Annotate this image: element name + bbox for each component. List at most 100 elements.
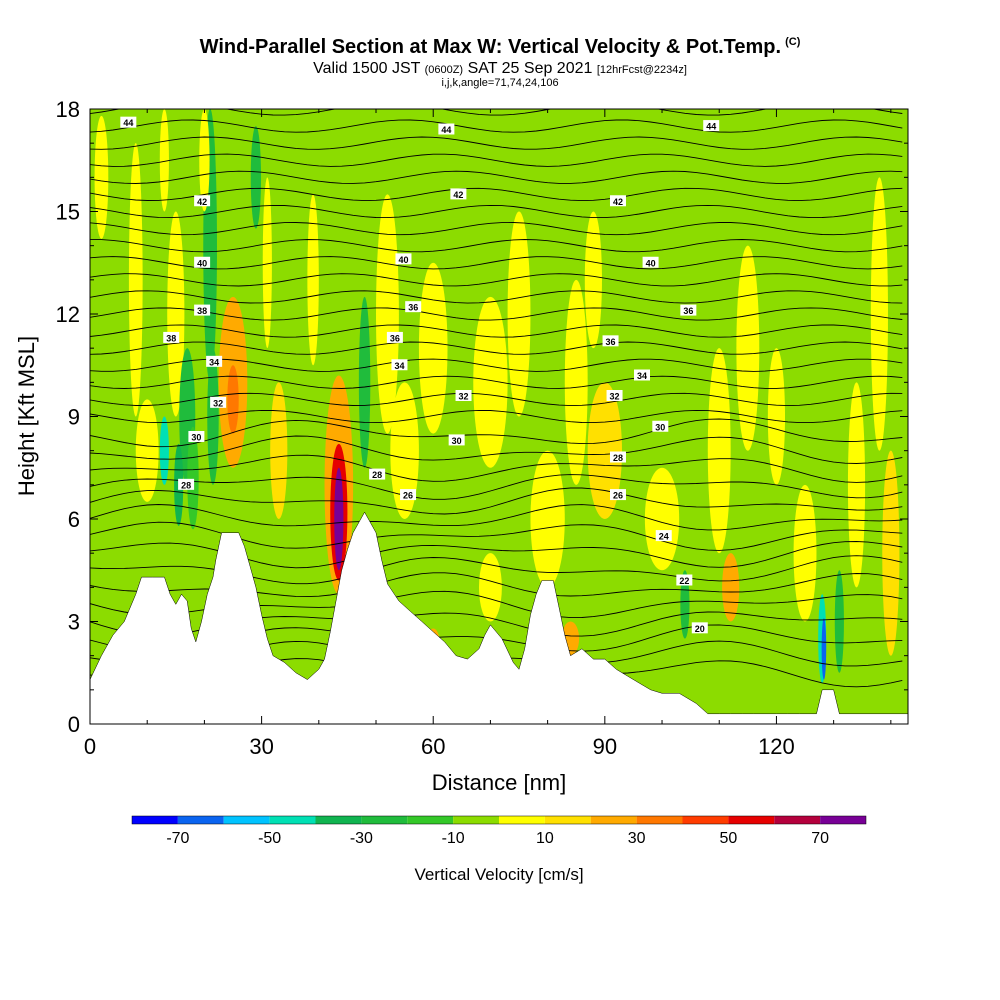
velocity-cell xyxy=(584,211,602,349)
colorbar-swatch xyxy=(499,816,545,824)
colorbar-swatch xyxy=(315,816,362,824)
contour-label-box xyxy=(680,304,697,316)
contour-label: 42 xyxy=(197,197,207,207)
contour-label-box xyxy=(642,256,659,268)
contour-label-box xyxy=(178,478,195,490)
contour-line xyxy=(90,222,903,236)
colorbar-swatch xyxy=(177,816,224,824)
velocity-cell xyxy=(94,115,109,239)
velocity-cell xyxy=(128,143,143,417)
contour-label-box xyxy=(655,530,672,542)
contour-label-box xyxy=(391,359,408,371)
contour-line xyxy=(90,341,903,355)
contour-line xyxy=(90,170,903,184)
contour-line xyxy=(90,504,903,531)
contour-label: 36 xyxy=(408,303,418,313)
velocity-cell xyxy=(358,296,371,468)
velocity-cell xyxy=(507,211,531,417)
colorbar-swatch xyxy=(636,816,683,824)
colorbar-label: Vertical Velocity [cm/s] xyxy=(414,865,583,884)
contour-line xyxy=(90,136,903,150)
contour-line xyxy=(90,487,903,515)
colorbar-tick-label: 10 xyxy=(536,830,554,847)
velocity-cell xyxy=(270,382,288,519)
contour-line xyxy=(90,239,903,253)
velocity-cell xyxy=(376,194,399,434)
velocity-cell xyxy=(159,416,169,485)
colorbar-swatch xyxy=(223,816,270,824)
velocity-cell xyxy=(250,126,262,229)
velocity-cell xyxy=(227,365,239,434)
contour-label-box xyxy=(652,420,669,432)
contour-label: 28 xyxy=(613,453,623,463)
colorbar-swatch xyxy=(132,816,178,824)
contour-label-box xyxy=(120,116,137,128)
chart-title: Wind-Parallel Section at Max W: Vertical… xyxy=(0,36,1000,59)
colorbar-swatch xyxy=(361,816,408,824)
contour-line xyxy=(90,119,903,133)
valid-utc: (0600Z) xyxy=(424,64,464,76)
y-tick-label: 6 xyxy=(68,507,80,532)
contour-label: 40 xyxy=(197,258,207,268)
contour-label-box xyxy=(438,123,455,135)
contour-label-box xyxy=(448,434,465,446)
potential-temperature-contours xyxy=(90,109,903,688)
forecast-info: [12hrFcst@2234z] xyxy=(596,64,687,76)
contour-label: 36 xyxy=(606,337,616,347)
colorbar-swatch xyxy=(728,816,775,824)
contour-label: 44 xyxy=(123,118,133,128)
velocity-cell xyxy=(390,382,419,519)
colorbar-tick-label: -70 xyxy=(166,830,189,847)
contour-label-box xyxy=(386,331,403,343)
contour-label-box xyxy=(634,369,651,381)
colorbar-tick-label: 70 xyxy=(811,830,829,847)
y-tick-label: 18 xyxy=(56,97,80,122)
chart-title-text: Wind-Parallel Section at Max W: Vertical… xyxy=(199,36,782,58)
contour-line xyxy=(90,153,903,167)
contour-label-box xyxy=(395,253,412,265)
y-tick-label: 12 xyxy=(56,302,80,327)
contour-label-box xyxy=(369,468,386,480)
velocity-cell xyxy=(564,279,588,485)
contour-label: 38 xyxy=(197,306,207,316)
x-tick-label: 90 xyxy=(593,734,617,759)
contour-label-box xyxy=(163,331,180,343)
contour-label-box xyxy=(188,431,205,442)
contour-label-box xyxy=(703,120,720,132)
contour-label: 26 xyxy=(613,491,623,501)
contour-label: 44 xyxy=(706,122,716,132)
contour-label-box xyxy=(609,195,626,207)
velocity-cell xyxy=(187,426,199,530)
contour-line xyxy=(90,454,903,483)
velocity-cell xyxy=(587,382,622,519)
contour-label-box xyxy=(450,188,467,200)
colorbar-swatch xyxy=(269,816,316,824)
contour-label-box xyxy=(455,390,472,401)
copyright-mark: (C) xyxy=(785,36,801,49)
velocity-cell xyxy=(882,450,900,656)
x-axis-label: Distance [nm] xyxy=(432,770,567,795)
colorbar-swatch xyxy=(407,816,454,824)
velocity-cell xyxy=(262,177,272,349)
contour-label: 34 xyxy=(637,371,647,381)
contour-label: 30 xyxy=(191,433,201,443)
contour-label-box xyxy=(609,489,626,501)
contour-label-box xyxy=(194,304,211,316)
velocity-cell xyxy=(135,399,159,502)
x-tick-label: 120 xyxy=(758,734,795,759)
contour-label: 40 xyxy=(398,255,408,265)
colorbar-border xyxy=(131,815,867,825)
velocity-cell xyxy=(767,348,786,485)
contour-line xyxy=(90,392,903,407)
velocity-cell xyxy=(530,450,565,588)
x-tick-label: 0 xyxy=(84,734,96,759)
contour-label: 26 xyxy=(403,491,413,501)
contour-line xyxy=(90,375,903,389)
contour-label: 30 xyxy=(655,422,665,432)
contour-line xyxy=(90,273,903,287)
colorbar-swatch xyxy=(590,816,637,824)
contour-label: 32 xyxy=(213,398,223,408)
contour-label: 28 xyxy=(181,480,191,490)
contour-label: 42 xyxy=(613,197,623,207)
